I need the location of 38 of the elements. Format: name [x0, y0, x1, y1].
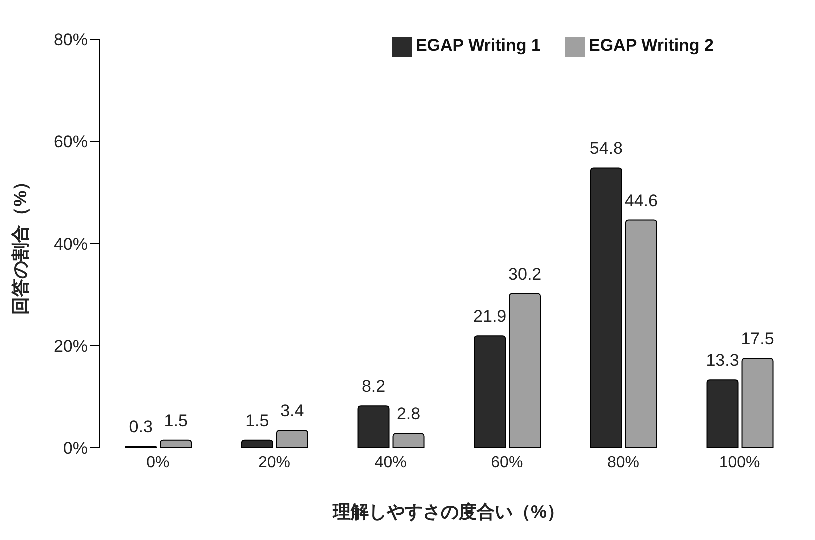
bar: [241, 440, 274, 448]
x-tick-label: 80%: [607, 454, 640, 472]
data-label: 2.8: [396, 404, 421, 424]
bar: [625, 220, 658, 448]
x-tick-label: 60%: [491, 454, 524, 472]
y-tick-label: 80%: [54, 30, 88, 50]
data-label: 21.9: [474, 307, 507, 326]
bar: [706, 380, 739, 448]
bar: [276, 430, 308, 448]
legend-label: EGAP Writing 1: [416, 36, 541, 55]
x-tick-label: 20%: [258, 454, 291, 472]
data-label: 3.4: [280, 402, 304, 421]
bar: [358, 406, 390, 448]
x-tick-label: 0%: [146, 454, 170, 472]
data-label: 1.5: [164, 411, 188, 430]
x-tick-label: 40%: [374, 454, 407, 472]
x-tick-label: 100%: [719, 454, 760, 472]
y-tick-label: 40%: [54, 234, 88, 254]
y-axis-title: 回答の割合（%）: [10, 172, 30, 315]
bar: [590, 168, 622, 448]
data-label: 0.3: [129, 417, 153, 436]
bar: [392, 433, 425, 448]
data-label: 30.2: [508, 264, 542, 284]
y-tick-label: 0%: [63, 439, 88, 458]
data-label: 17.5: [741, 330, 774, 349]
y-tick-label: 20%: [54, 336, 88, 356]
data-label: 44.6: [624, 191, 658, 210]
y-tick-label: 60%: [54, 132, 88, 152]
x-axis-title: 理解しやすさの度合い（%）: [332, 502, 566, 522]
data-label: 1.5: [246, 411, 270, 430]
bar: [509, 293, 542, 448]
bar: [160, 440, 192, 448]
bar: [742, 358, 774, 448]
data-label: 54.8: [590, 139, 623, 158]
legend-label: EGAP Writing 2: [588, 36, 714, 55]
data-label: 13.3: [706, 351, 740, 370]
bar: [474, 336, 506, 448]
data-label: 8.2: [362, 377, 386, 396]
